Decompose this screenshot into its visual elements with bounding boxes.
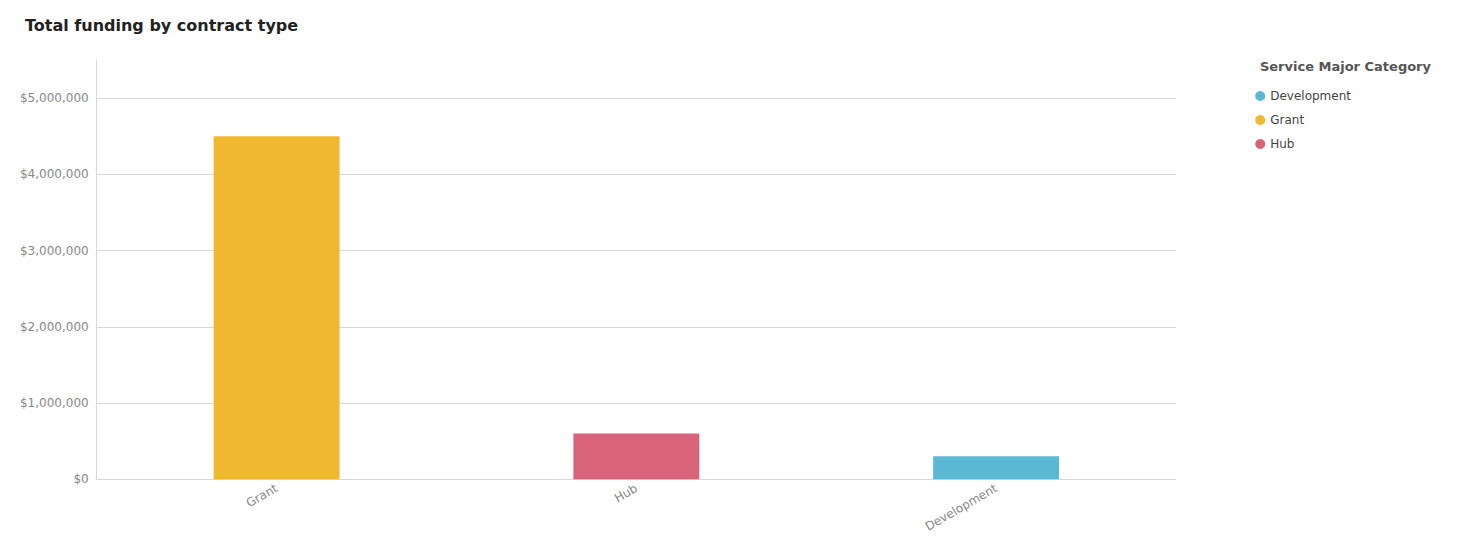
svg-text:Development: Development <box>923 481 1000 534</box>
svg-text:$1,000,000: $1,000,000 <box>20 396 89 410</box>
svg-text:Hub: Hub <box>1270 137 1294 151</box>
svg-text:Total funding by contract type: Total funding by contract type <box>25 16 298 35</box>
svg-text:Hub: Hub <box>612 481 640 505</box>
svg-text:$2,000,000: $2,000,000 <box>20 320 89 334</box>
svg-text:$5,000,000: $5,000,000 <box>20 91 89 105</box>
svg-text:$0: $0 <box>73 472 88 486</box>
svg-text:Development: Development <box>1270 89 1351 103</box>
svg-text:$3,000,000: $3,000,000 <box>20 244 89 258</box>
svg-text:Service Major Category: Service Major Category <box>1260 59 1432 74</box>
svg-text:$4,000,000: $4,000,000 <box>20 167 89 181</box>
svg-text:Grant: Grant <box>1270 113 1304 127</box>
svg-text:Grant: Grant <box>244 481 281 510</box>
